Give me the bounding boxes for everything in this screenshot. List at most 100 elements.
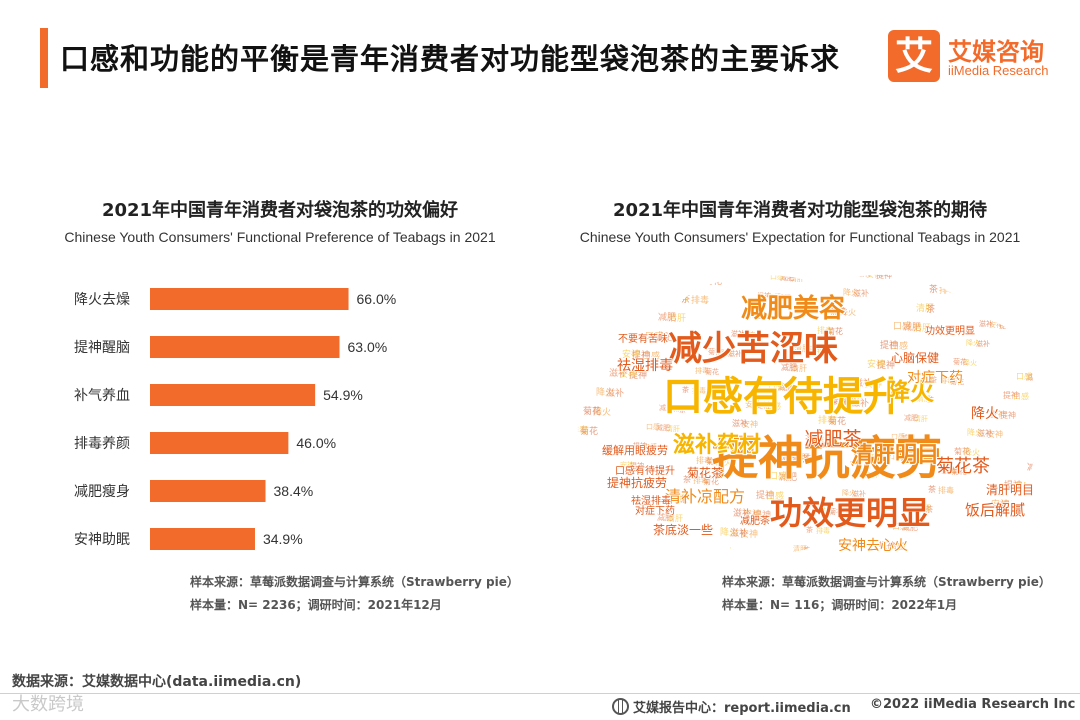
word-cloud-filler-word: 降火	[967, 427, 983, 437]
word-cloud-filler-word: 滋补	[975, 537, 993, 549]
bar-category-label: 补气养血	[74, 388, 130, 404]
word-cloud-word: 提神抗疲劳	[712, 431, 942, 485]
word-cloud-filler-word: 菊花	[827, 326, 843, 336]
word-cloud-filler-word: 茶	[804, 344, 812, 354]
word-cloud-filler-word: 降火	[596, 386, 614, 398]
word-cloud-filler-word: 排毒	[696, 455, 712, 465]
logo-name-en: iiMedia Research	[948, 63, 1049, 78]
functional-preference-bar-chart: 降火去燥 66.0% 提神醒脑 63.0% 补气养血 54.9% 排毒养颜 46.0% 减肥瘦身…	[74, 288, 397, 550]
word-cloud-filler-word: 滋补	[606, 387, 624, 399]
word-cloud-filler-word: 降火	[594, 498, 608, 507]
word-cloud-filler-word: 减肥	[901, 433, 915, 442]
word-cloud-word: 茶底淡一些	[653, 522, 713, 537]
word-cloud-filler-word: 排毒	[818, 414, 836, 426]
right-chart-title-cn: 2021年中国青年消费者对功能型袋泡茶的期待	[612, 200, 988, 221]
word-cloud-filler-word: 茶	[806, 525, 813, 534]
word-cloud-filler-word: 滋补	[856, 268, 872, 278]
word-cloud-filler-word: 菊花	[828, 415, 846, 427]
word-cloud-filler-word: 安神	[865, 470, 879, 479]
word-cloud-filler-word: 口感	[767, 292, 781, 301]
word-cloud-filler-word: 清肝	[668, 312, 686, 324]
word-cloud-filler-word: 清肝	[917, 394, 931, 403]
word-cloud-filler-word: 茶	[926, 303, 935, 315]
word-cloud-filler-word: 清肝	[1036, 373, 1048, 383]
word-cloud-filler-word: 提神	[629, 369, 647, 381]
globe-icon	[612, 698, 629, 715]
word-cloud-filler-word: 菊花	[583, 405, 601, 417]
word-cloud-filler-word: 安神	[864, 378, 882, 390]
watermark: 大数跨境	[12, 694, 84, 715]
word-cloud-filler-word: 滋补	[732, 418, 748, 428]
word-cloud-filler-word: 提神	[757, 291, 771, 300]
word-cloud-filler-word: 清肝	[915, 503, 931, 513]
word-cloud-filler-word: 菊花	[829, 507, 843, 516]
word-cloud-filler-word: 提神	[880, 339, 898, 351]
word-cloud-filler-word: 口感	[888, 452, 902, 461]
word-cloud-filler-word: 茶	[928, 484, 936, 494]
word-cloud-filler-word: 滋补	[855, 469, 869, 478]
right-chart-title-en: Chinese Youth Consumers' Expectation for…	[579, 229, 1021, 245]
word-cloud-filler-word: 茶	[929, 283, 938, 295]
word-cloud-filler-word: 茶	[682, 385, 689, 394]
bar-value-label: 66.0%	[357, 291, 397, 307]
word-cloud-filler-word: 排毒	[692, 386, 706, 395]
word-cloud-filler-word: 滋补	[730, 527, 748, 539]
word-cloud-filler-word: 滋补	[729, 438, 745, 448]
word-cloud-word: 缓解用眼疲劳	[602, 443, 668, 457]
logo-name-cn: 艾媒咨询	[948, 38, 1044, 66]
word-cloud-filler-word: 降火	[716, 457, 732, 467]
word-cloud-filler-word: 清肝	[792, 452, 810, 464]
word-cloud-word: 减肥茶	[740, 514, 770, 527]
word-cloud-filler-word: 提神	[879, 540, 895, 550]
word-cloud-filler-word: 菊花	[704, 275, 722, 287]
word-cloud-filler-word: 提神	[1003, 390, 1019, 400]
word-cloud-filler-word: 清肝	[669, 404, 683, 413]
word-cloud-filler-word: 安神	[618, 279, 634, 289]
bar-value-label: 38.4%	[274, 483, 314, 499]
word-cloud-filler-word: 菊花	[706, 456, 722, 466]
word-cloud-word: 不要有苦味	[618, 332, 668, 345]
word-cloud-filler-word: 菊花	[705, 367, 719, 376]
word-cloud-filler-word: 茶	[805, 433, 814, 445]
word-cloud-filler-word: 排毒	[693, 475, 709, 485]
word-cloud-filler-word: 滋补	[976, 339, 990, 348]
word-cloud-word: 饭后解腻	[965, 501, 1025, 519]
word-cloud-word: 功效更明显	[770, 494, 930, 532]
word-cloud-filler-word: 减肥	[781, 362, 797, 372]
bar-category-label: 安神助眠	[74, 532, 130, 548]
word-cloud-filler-word: 清肝	[670, 493, 686, 503]
word-cloud-filler-word: 滋补	[731, 329, 745, 338]
word-cloud-filler-word: 减肥	[1025, 283, 1039, 292]
word-cloud-filler-word: 安神	[867, 358, 885, 370]
word-cloud-filler-word: 菊花	[830, 306, 846, 316]
word-cloud-filler-word: 口感	[893, 320, 911, 332]
bar-category-label: 提神醒脑	[74, 340, 130, 356]
word-cloud-filler-word: 安神	[988, 518, 1006, 530]
word-cloud-filler-word: 排毒	[694, 274, 712, 286]
word-cloud-filler-word: 菊花	[950, 377, 964, 386]
word-cloud-filler-word: 滋补	[977, 428, 993, 438]
word-cloud-filler-word: 清肝	[790, 274, 804, 283]
word-cloud-filler-word: 提神	[755, 400, 771, 410]
word-cloud-filler-word: 提神	[633, 441, 647, 450]
word-cloud-filler-word: 排毒	[817, 325, 833, 335]
report-center: 艾媒报告中心：report.iimedia.cn	[612, 697, 851, 716]
word-cloud-filler-word: 降火	[592, 317, 608, 327]
word-cloud-filler-word: 提神	[634, 530, 650, 540]
word-cloud-filler-word: 口感	[889, 541, 905, 551]
word-cloud-filler-word: 茶	[927, 395, 934, 404]
expectation-word-cloud: 茶降火提神清肝菊花安神减肥排毒滋补口感茶降火提神清肝菊花安神减肥排毒滋补口感茶降…	[555, 262, 1048, 562]
word-cloud-word: 降火	[971, 406, 999, 422]
bar	[150, 528, 255, 550]
bar-value-label: 46.0%	[296, 435, 336, 451]
word-cloud-filler-word: 排毒	[572, 315, 588, 325]
word-cloud-filler-word: 排毒	[816, 526, 830, 535]
word-cloud-filler-word: 清肝	[1040, 442, 1048, 454]
word-cloud-word: 对症下药	[907, 370, 963, 386]
word-cloud-filler-word: 降火	[843, 287, 859, 297]
word-cloud-filler-word: 口感	[890, 340, 908, 352]
word-cloud-filler-word: 茶	[683, 474, 691, 484]
word-cloud-filler-word: 滋补	[605, 298, 621, 308]
word-cloud-filler-word: 口感	[1016, 371, 1032, 381]
word-cloud-filler-word: 口感	[1015, 282, 1029, 291]
